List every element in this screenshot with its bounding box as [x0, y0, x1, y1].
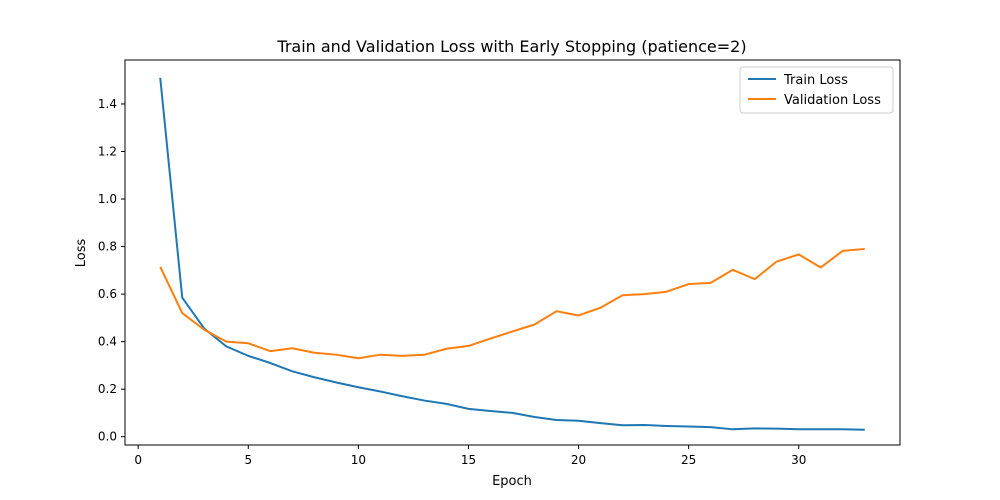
x-tick-label: 25: [681, 453, 696, 467]
y-tick-label: 0.8: [98, 240, 117, 254]
x-tick-label: 30: [791, 453, 806, 467]
y-tick-label: 0.2: [98, 382, 117, 396]
y-axis: 0.0 0.2 0.4 0.6 0.8 1.0 1.2 1.4: [98, 97, 125, 444]
legend: Train Loss Validation Loss: [739, 66, 894, 114]
legend-label-train-loss: Train Loss: [783, 73, 848, 88]
y-tick-label: 0.4: [98, 335, 117, 349]
y-tick-label: 1.2: [98, 144, 117, 158]
x-tick-label: 0: [134, 453, 142, 467]
plot-frame: [124, 59, 901, 446]
x-tick-label: 20: [571, 453, 586, 467]
y-tick-label: 1.4: [98, 97, 117, 111]
series-line-train-loss: [159, 77, 865, 431]
series-line-validation-loss: [159, 247, 865, 360]
legend-label-validation-loss: Validation Loss: [784, 93, 881, 108]
x-tick-label: 10: [351, 453, 366, 467]
x-tick-label: 15: [461, 453, 476, 467]
legend-box: [739, 66, 894, 114]
y-axis-label: Loss: [74, 239, 89, 268]
y-tick-label: 1.0: [98, 192, 117, 206]
plot-area: [159, 77, 865, 431]
chart-title: Train and Validation Loss with Early Sto…: [276, 37, 746, 56]
x-axis: 0 5 10 15 20 25 30: [134, 445, 806, 467]
y-tick-label: 0.6: [98, 287, 117, 301]
x-tick-label: 5: [244, 453, 252, 467]
y-tick-label: 0.0: [98, 430, 117, 444]
x-axis-label: Epoch: [492, 474, 532, 489]
